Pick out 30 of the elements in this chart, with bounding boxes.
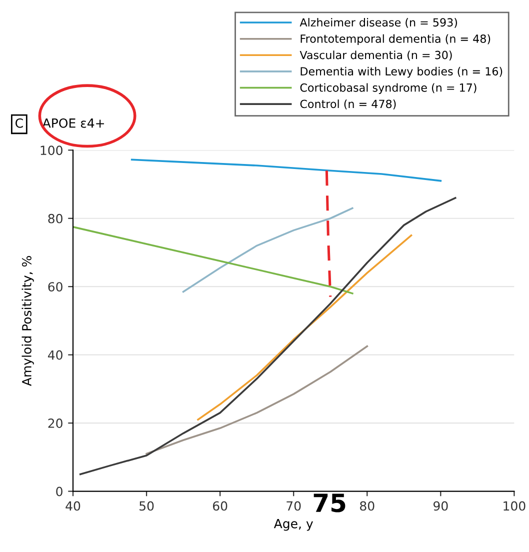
line-series xyxy=(197,234,412,421)
line-series xyxy=(130,158,442,182)
legend-label: Alzheimer disease (n = 593) xyxy=(300,18,458,28)
legend-label: Corticobasal syndrome (n = 17) xyxy=(300,83,476,94)
x-tick-label: 90 xyxy=(433,501,448,511)
y-tick-label: 20 xyxy=(48,418,62,428)
y-tick-label: 100 xyxy=(40,146,62,156)
legend-label: Frontotemporal dementia (n = 48) xyxy=(300,34,490,46)
x-tick-label: 80 xyxy=(360,501,374,511)
text: 75 xyxy=(314,494,346,512)
line-series xyxy=(73,226,354,294)
legend-label: Vascular dementia (n = 30) xyxy=(300,50,452,61)
chart-title: APOE ε4+ xyxy=(42,118,104,128)
x-tick-label: 70 xyxy=(286,501,301,511)
y-tick-label: 80 xyxy=(48,214,62,224)
line-series xyxy=(146,345,368,455)
x-tick-label: 50 xyxy=(140,501,154,511)
line-series xyxy=(182,207,354,293)
y-axis-title: Amyloid Positivity, % xyxy=(22,256,34,386)
x-tick-label: 100 xyxy=(504,501,526,511)
y-tick-label: 40 xyxy=(48,350,62,360)
legend-label: Dementia with Lewy bodies (n = 16) xyxy=(300,66,502,78)
legend-label: Control (n = 478) xyxy=(300,100,396,110)
text: C xyxy=(16,118,23,128)
x-tick-label: 40 xyxy=(66,501,80,511)
line-series xyxy=(79,197,456,476)
y-tick-label: 0 xyxy=(56,486,62,496)
x-axis-title: Age, y xyxy=(274,519,313,531)
x-tick-label: 60 xyxy=(212,501,228,511)
y-tick-label: 60 xyxy=(48,282,62,292)
